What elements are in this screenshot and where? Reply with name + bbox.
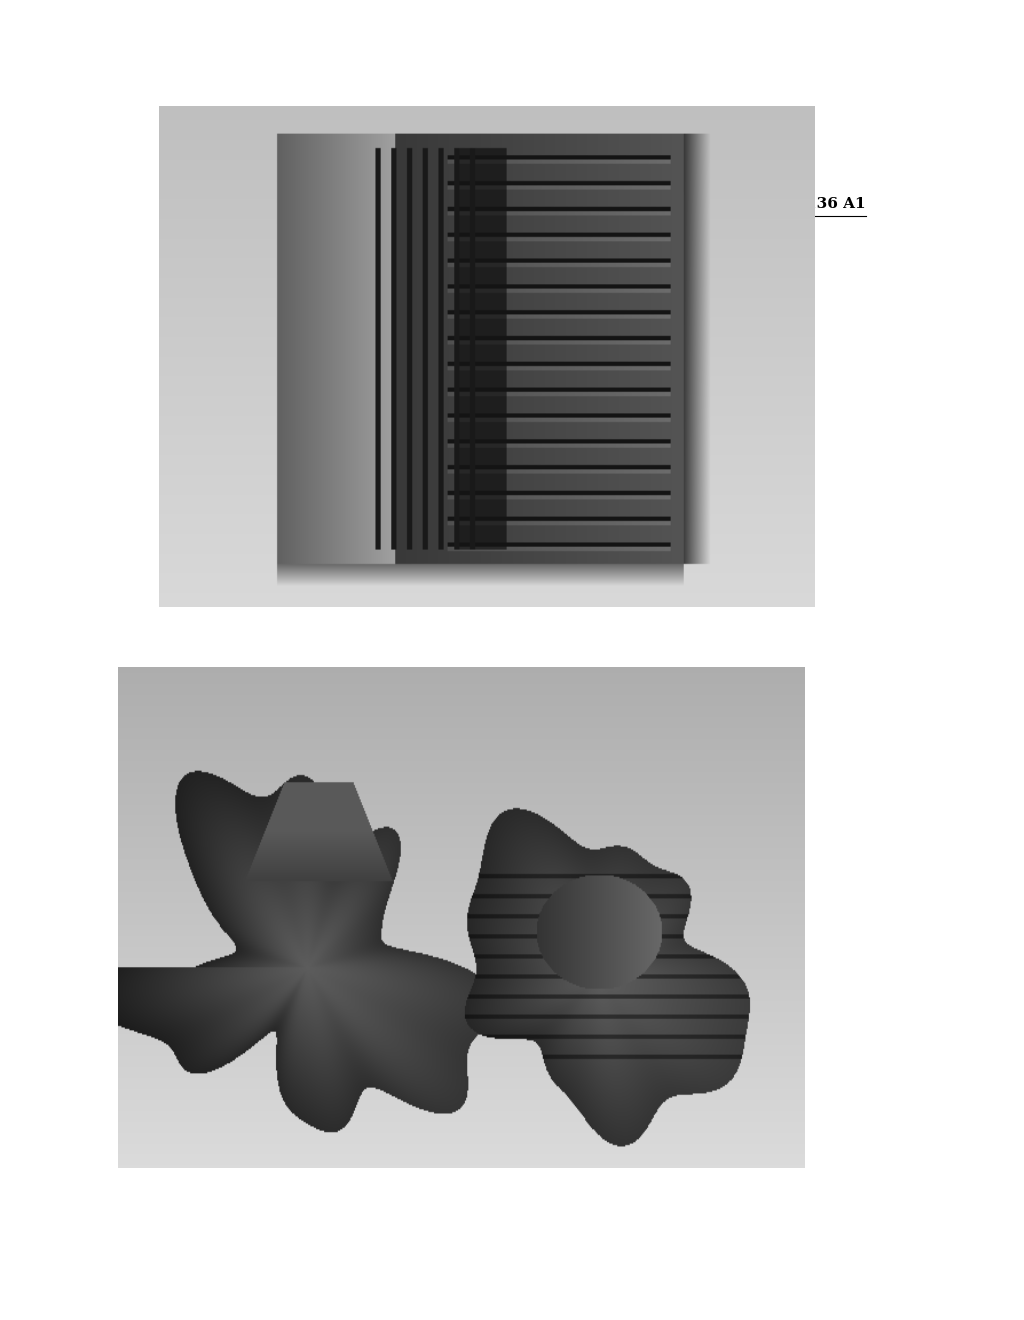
- Text: Dec. 17, 2009  Sheet 4 of 12: Dec. 17, 2009 Sheet 4 of 12: [349, 197, 590, 210]
- Text: Patent Application Publication: Patent Application Publication: [183, 197, 445, 210]
- Text: FIGURE 4: FIGURE 4: [395, 1093, 487, 1110]
- Text: US 2009/0311136 A1: US 2009/0311136 A1: [686, 197, 866, 210]
